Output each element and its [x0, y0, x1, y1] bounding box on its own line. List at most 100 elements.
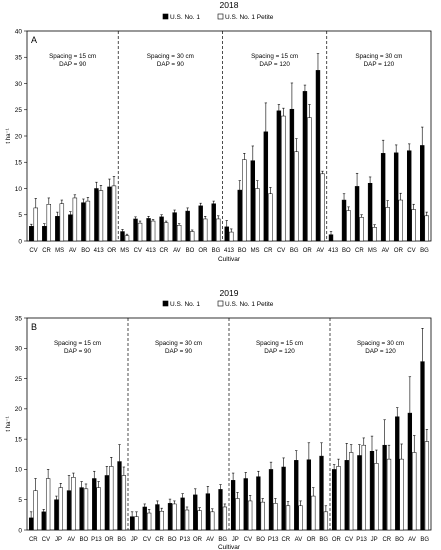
bar-us-no-1-petite — [412, 452, 417, 531]
bar-us-no-1-petite — [216, 218, 221, 242]
x-tick-label: P13 — [356, 537, 367, 543]
bar-us-no-1-petite — [285, 505, 291, 531]
bar-us-no-1-petite — [146, 512, 152, 531]
chart-title: 2019 — [220, 288, 239, 298]
group-annotation: Spacing = 15 cm — [256, 340, 303, 347]
bar-us-no-1 — [41, 511, 46, 531]
bar-us-no-1-petite — [184, 509, 190, 531]
x-tick-label: OR — [107, 248, 117, 254]
group-annotation: Spacing = 30 cm — [155, 340, 202, 347]
y-tick-label: 25 — [15, 107, 23, 114]
bar-us-no-1 — [120, 231, 125, 242]
bar-us-no-1-petite — [311, 495, 316, 531]
bar-us-no-1-petite — [247, 500, 253, 531]
bar-us-no-1-petite — [281, 115, 286, 242]
bar-us-no-1 — [92, 478, 97, 531]
bar-us-no-1 — [107, 186, 112, 242]
x-tick-label: OR — [105, 537, 115, 543]
bar-us-no-1 — [357, 455, 362, 531]
bar-us-no-1 — [94, 188, 99, 242]
bar-us-no-1-petite — [260, 501, 265, 531]
bar-us-no-1-petite — [268, 193, 273, 242]
group-annotation: DAP = 90 — [64, 348, 92, 355]
group-annotation: Spacing = 15 cm — [49, 53, 96, 60]
x-tick-label: CR — [42, 248, 51, 254]
x-tick-label: AV — [382, 248, 390, 254]
x-tick-label: BG — [420, 537, 429, 543]
legend-swatch-us-no-1 — [162, 300, 169, 307]
x-tick-label: AV — [69, 248, 77, 254]
group-annotation: DAP = 120 — [364, 61, 395, 68]
bar-us-no-1-petite — [398, 199, 403, 242]
bar-us-no-1-petite — [424, 441, 430, 531]
bar-us-no-1 — [250, 160, 256, 242]
y-tick-label: 20 — [15, 133, 23, 140]
bar-us-no-1-petite — [323, 511, 329, 531]
bar-us-no-1 — [256, 476, 261, 531]
bar-us-no-1 — [407, 412, 413, 531]
bar-us-no-1-petite — [109, 466, 114, 531]
x-tick-label: P13 — [179, 537, 190, 543]
bar-us-no-1-petite — [85, 200, 91, 242]
bar-us-no-1 — [167, 503, 173, 531]
x-tick-label: CR — [160, 248, 169, 254]
bar-us-no-1-petite — [134, 516, 139, 531]
bar-us-no-1 — [54, 499, 59, 531]
bar-us-no-1 — [66, 490, 72, 531]
x-tick-label: CV — [29, 248, 37, 254]
x-tick-label: BG — [319, 537, 328, 543]
x-tick-label: CV — [244, 537, 252, 543]
x-tick-label: CR — [281, 537, 290, 543]
y-tick-label: 25 — [15, 376, 23, 383]
x-tick-label: BG — [117, 537, 126, 543]
x-tick-label: CR — [29, 537, 38, 543]
y-tick-label: 30 — [15, 81, 23, 88]
x-tick-label: OR — [307, 537, 317, 543]
x-tick-label: MS — [55, 248, 64, 254]
bar-us-no-1 — [133, 218, 138, 242]
x-tick-label: BO — [238, 248, 247, 254]
bar-us-no-1-petite — [411, 209, 416, 242]
x-axis-label: Cultivar — [218, 544, 241, 550]
bar-us-no-1 — [331, 469, 337, 531]
group-annotation: Spacing = 15 cm — [54, 340, 101, 347]
bar-us-no-1-petite — [320, 173, 325, 242]
bar-us-no-1 — [172, 212, 177, 242]
bar-us-no-1-petite — [307, 117, 312, 242]
bar-us-no-1-petite — [46, 204, 52, 242]
x-tick-label: OR — [193, 537, 203, 543]
bar-us-no-1-petite — [374, 463, 379, 531]
bar-us-no-1-petite — [202, 218, 208, 242]
bar-us-no-1 — [276, 110, 282, 242]
x-tick-label: MS — [120, 248, 129, 254]
bar-us-no-1-petite — [294, 151, 299, 242]
group-annotation: DAP = 90 — [165, 348, 193, 355]
y-tick-label: 5 — [18, 212, 22, 219]
bar-us-no-1 — [406, 150, 412, 242]
bar-us-no-1-petite — [98, 190, 104, 242]
bar-us-no-1 — [81, 202, 86, 242]
y-tick-label: 20 — [15, 406, 23, 413]
legend-label-us-no-1: U.S. No. 1 — [170, 301, 200, 308]
bar-us-no-1-petite — [372, 227, 377, 242]
x-tick-label: CV — [134, 248, 142, 254]
bar-us-no-1 — [420, 361, 425, 531]
bar-us-no-1 — [42, 226, 47, 242]
bar-us-no-1-petite — [348, 452, 354, 531]
bar-us-no-1-petite — [58, 487, 63, 531]
bar-us-no-1 — [263, 131, 269, 242]
bar-us-no-1 — [55, 216, 60, 242]
bar-us-no-1-petite — [273, 503, 278, 531]
bar-us-no-1 — [218, 489, 223, 531]
bar-us-no-1 — [142, 506, 147, 531]
bar-us-no-1 — [185, 210, 190, 242]
bar-us-no-1 — [68, 214, 73, 242]
bar-us-no-1 — [393, 152, 399, 242]
x-axis-label: Cultivar — [218, 256, 241, 263]
bar-us-no-1 — [237, 189, 242, 242]
group-annotation: Spacing = 15 cm — [251, 53, 298, 60]
bar-us-no-1-petite — [163, 222, 169, 242]
y-tick-label: 35 — [15, 55, 23, 62]
bar-us-no-1 — [341, 199, 347, 242]
x-tick-label: JP — [55, 537, 62, 543]
